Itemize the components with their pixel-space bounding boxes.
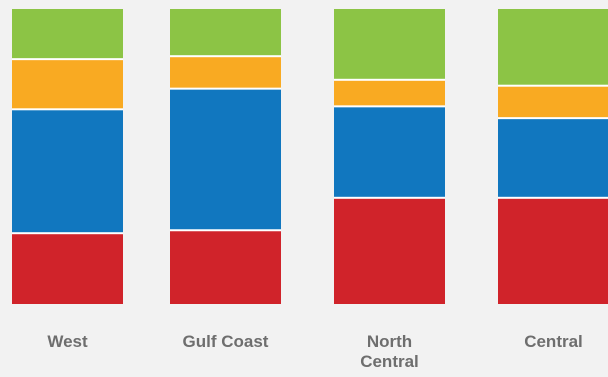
bar-segment (12, 109, 123, 234)
bar-segment (498, 85, 608, 119)
segment-separator (12, 108, 123, 111)
segment-separator (12, 58, 123, 61)
segment-separator (334, 105, 445, 108)
segment-separator (334, 78, 445, 81)
bar-segment (334, 9, 445, 80)
x-tick-label: Gulf Coast (183, 332, 269, 351)
segment-separator (12, 232, 123, 235)
x-tick-label: Central (524, 332, 583, 351)
segment-separator (334, 196, 445, 199)
bar-segment (170, 230, 281, 304)
bar-segment (498, 9, 608, 86)
bar-segment (12, 9, 123, 60)
segment-separator (498, 196, 608, 199)
x-tick-label: West (47, 332, 88, 351)
segment-separator (498, 117, 608, 120)
bar-segment (170, 88, 281, 231)
bars-group (12, 9, 608, 304)
bar-segment (12, 233, 123, 304)
x-tick-label: North Central (360, 332, 419, 371)
bar-segment (498, 118, 608, 198)
segment-separator (170, 229, 281, 232)
bar-segment (170, 9, 281, 57)
bar-segment (170, 56, 281, 89)
bar-segment (334, 197, 445, 304)
category-labels: West Gulf Coast North Central Central (47, 332, 582, 371)
segment-separator (170, 55, 281, 58)
segment-separator (170, 87, 281, 90)
bar-segment (498, 197, 608, 304)
bar-segment (334, 79, 445, 107)
bar-segment (12, 59, 123, 110)
bar-segment (334, 106, 445, 198)
segment-separator (498, 84, 608, 87)
